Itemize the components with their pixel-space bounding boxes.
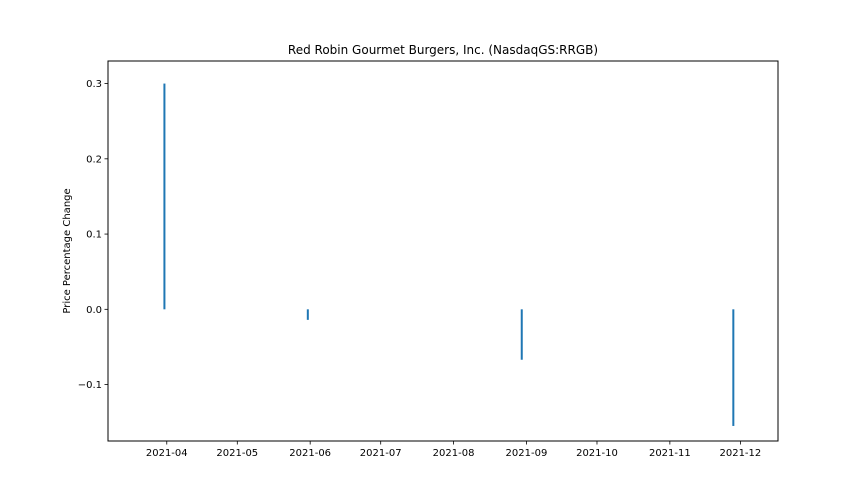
y-tick-label-2: 0.1 [86, 230, 102, 241]
y-axis-label: Price Percentage Change [62, 188, 73, 313]
bar-1 [306, 309, 309, 320]
y-axis: −0.1 0.0 0.1 0.2 0.3 [78, 79, 108, 391]
x-tick-label-0: 2021-04 [146, 448, 188, 459]
bars-group [163, 83, 735, 426]
x-tick-label-2: 2021-06 [289, 448, 331, 459]
y-tick-label-3: 0.2 [86, 154, 102, 165]
y-tick-label-0: −0.1 [78, 380, 102, 391]
x-tick-label-1: 2021-05 [216, 448, 258, 459]
x-tick-label-6: 2021-10 [576, 448, 618, 459]
y-tick-label-4: 0.3 [86, 79, 102, 90]
y-tick-label-1: 0.0 [86, 305, 102, 316]
x-tick-label-4: 2021-08 [433, 448, 475, 459]
x-axis: 2021-04 2021-05 2021-06 2021-07 2021-08 2021-… [146, 441, 761, 459]
chart-title: Red Robin Gourmet Burgers, Inc. (NasdaqG… [288, 43, 598, 57]
x-tick-label-3: 2021-07 [360, 448, 402, 459]
plot-frame [107, 60, 779, 442]
x-tick-label-8: 2021-12 [719, 448, 761, 459]
bar-3 [732, 309, 735, 426]
x-tick-label-7: 2021-11 [649, 448, 691, 459]
bar-2 [520, 309, 523, 360]
x-tick-label-5: 2021-09 [506, 448, 548, 459]
bar-0 [163, 83, 166, 310]
